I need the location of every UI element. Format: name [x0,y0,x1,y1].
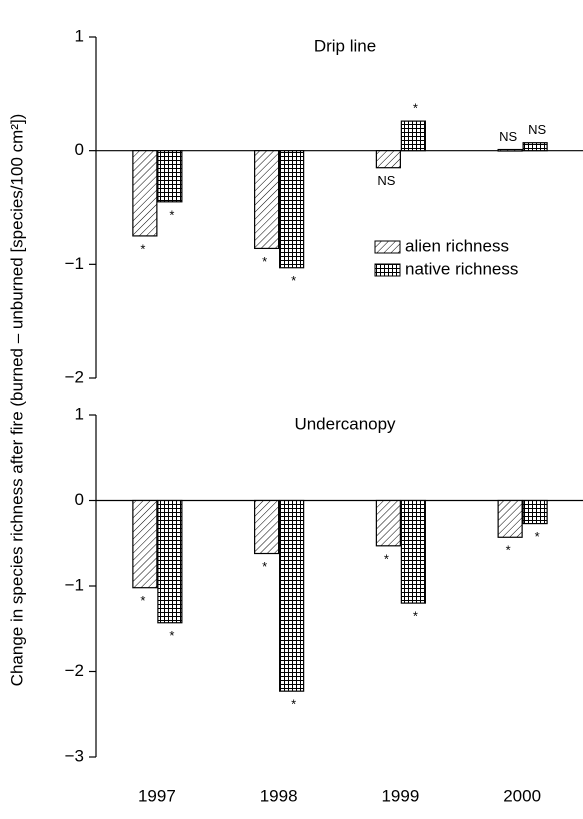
panel-title: Drip line [314,36,376,55]
significance-label: * [262,559,267,574]
legend-swatch [374,263,401,277]
bar [132,499,158,589]
significance-label: * [291,273,296,288]
x-tick-label: 1999 [381,786,419,805]
bar [522,142,548,152]
significance-label: * [140,241,145,256]
bar [400,499,426,604]
bar [522,499,548,525]
legend-label: alien richness [405,236,509,255]
significance-label: * [506,543,511,558]
legend-swatch [374,240,401,254]
x-tick-label: 1998 [260,786,298,805]
x-tick-label: 2000 [503,786,541,805]
significance-label: * [535,529,540,544]
significance-label: * [384,551,389,566]
x-tick-label: 1997 [138,786,176,805]
significance-label: * [291,697,296,712]
y-tick-label: 0 [75,490,84,509]
significance-label: * [169,207,174,222]
bar [279,499,305,692]
legend-label: native richness [405,259,518,278]
y-tick-label: 1 [75,26,84,45]
y-tick-label: −2 [65,367,84,386]
bar [375,150,401,169]
significance-label: * [169,628,174,643]
bar [279,150,305,269]
panel-title: Undercanopy [294,414,396,433]
significance-label: NS [499,129,517,144]
significance-label: * [413,101,418,116]
y-axis-label: Change in species richness after fire (b… [7,114,26,687]
significance-label: NS [377,173,395,188]
y-tick-label: −3 [65,746,84,765]
bar [497,148,523,152]
y-tick-label: −1 [65,575,84,594]
significance-label: NS [528,122,546,137]
bar [132,150,158,237]
y-tick-label: −1 [65,254,84,273]
bar [157,499,183,624]
bar [157,150,183,203]
bar [497,499,523,538]
y-tick-label: −2 [65,661,84,680]
bar [254,499,280,555]
bar [375,499,401,547]
y-tick-label: 0 [75,140,84,159]
significance-label: * [413,609,418,624]
significance-label: * [262,254,267,269]
significance-label: * [140,593,145,608]
bar [400,120,426,152]
y-tick-label: 1 [75,404,84,423]
bar [254,150,280,250]
